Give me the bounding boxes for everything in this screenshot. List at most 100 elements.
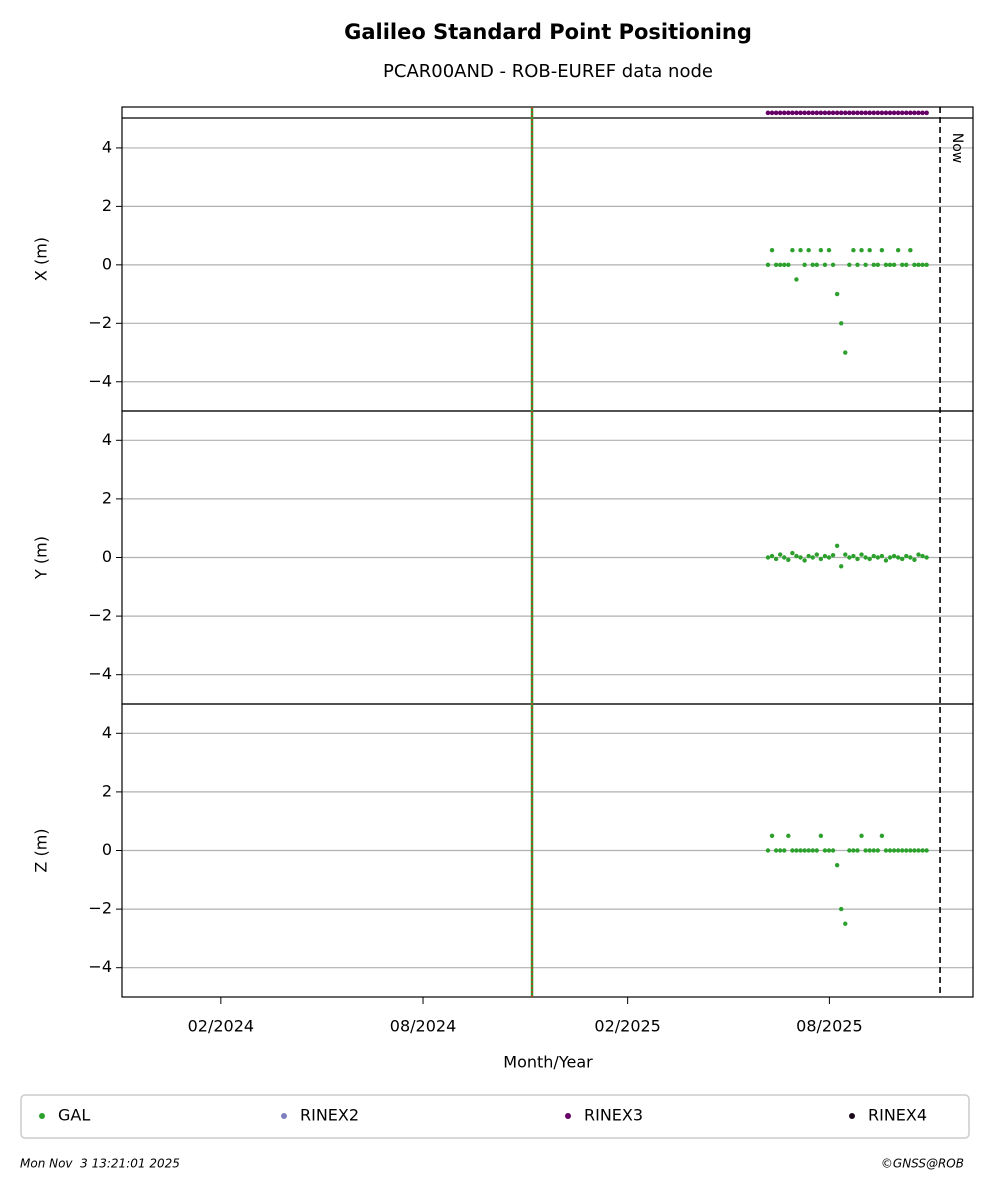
rinex3-point (867, 110, 872, 116)
gal-point (863, 848, 868, 853)
gal-point (786, 262, 791, 268)
gal-point (826, 248, 832, 253)
rinex3-point (765, 110, 771, 116)
gal-point (851, 248, 856, 253)
gal-point (871, 262, 876, 268)
y-tick-label: 4 (102, 430, 112, 449)
gal-point (871, 848, 876, 853)
gal-point (839, 321, 844, 326)
y-tick-label: 0 (102, 254, 112, 273)
gal-point (847, 555, 852, 560)
gal-point (891, 553, 897, 559)
gal-point (847, 262, 852, 268)
gal-point (786, 557, 791, 563)
rinex3-point (826, 110, 832, 116)
gal-point (912, 262, 917, 268)
gal-point (855, 848, 860, 853)
y-tick-label: −2 (88, 313, 112, 332)
gal-point (810, 555, 815, 560)
rinex3-point (895, 110, 901, 116)
gal-point (782, 848, 787, 853)
gal-point (814, 552, 819, 557)
legend-label: RINEX2 (300, 1106, 359, 1125)
gal-point (769, 553, 775, 559)
legend-box (20, 1094, 970, 1139)
gal-point (802, 848, 807, 853)
gal-point (895, 555, 901, 560)
gal-point (794, 848, 799, 853)
gal-point (843, 552, 848, 557)
y-tick-label: 4 (102, 137, 112, 156)
gal-point (777, 552, 783, 557)
gal-point (887, 262, 893, 268)
gal-point (924, 848, 929, 853)
rinex3-point (920, 110, 925, 116)
rinex3-point (790, 110, 795, 116)
rinex3-point (847, 110, 852, 116)
gal-point (830, 262, 836, 268)
rinex3-point (777, 110, 783, 116)
rinex3-point (879, 110, 885, 116)
gal-point (875, 262, 881, 268)
gal-point (798, 555, 803, 560)
rinex3-point (887, 110, 893, 116)
x-axis-label: Month/Year (503, 1053, 593, 1072)
gal-point (834, 862, 840, 868)
rinex3-point (814, 110, 820, 116)
x-tick-label: 02/2024 (188, 1017, 254, 1036)
gal-point (802, 558, 807, 563)
x-tick-label: 08/2025 (796, 1017, 862, 1036)
gal-point (834, 291, 840, 297)
gal-point (908, 248, 913, 253)
gal-point (826, 555, 832, 560)
legend-marker (565, 1113, 571, 1119)
rinex3-point (794, 110, 799, 116)
gal-point (822, 848, 828, 853)
gal-point (839, 564, 844, 569)
y-axis-label: X (m) (32, 237, 51, 281)
y-tick-label: −2 (88, 899, 112, 918)
gal-point (814, 848, 819, 853)
y-tick-label: −4 (88, 957, 112, 976)
chart-title: Galileo Standard Point Positioning (344, 20, 752, 44)
y-tick-label: 0 (102, 547, 112, 566)
y-tick-label: 2 (102, 488, 112, 507)
gal-point (843, 350, 848, 355)
gal-point (887, 848, 893, 853)
gal-point (916, 552, 921, 557)
gal-point (912, 848, 917, 853)
rinex3-point (806, 110, 811, 116)
gal-point (818, 833, 824, 839)
y-tick-label: 0 (102, 840, 112, 859)
gal-point (790, 550, 795, 556)
gal-point (777, 262, 783, 268)
gal-point (887, 555, 893, 560)
x-tick-label: 08/2024 (390, 1017, 456, 1036)
rinex3-point (842, 110, 848, 116)
gal-point (773, 262, 779, 268)
rinex3-point (834, 110, 840, 116)
gal-point (765, 555, 771, 560)
y-tick-label: 2 (102, 781, 112, 800)
gal-point (782, 262, 787, 268)
rinex3-point (903, 110, 909, 116)
rinex3-point (851, 110, 856, 116)
legend-marker (39, 1113, 45, 1119)
gal-point (802, 262, 807, 268)
rinex3-point (899, 110, 905, 116)
gal-point (924, 555, 929, 560)
gal-point (891, 848, 897, 853)
gal-point (794, 277, 799, 282)
rinex3-point (908, 110, 913, 116)
gal-point (879, 553, 885, 559)
rinex3-point (773, 110, 779, 116)
gal-point (891, 262, 897, 268)
rinex3-point (863, 110, 868, 116)
x-tick-label: 02/2025 (594, 1017, 660, 1036)
y-tick-label: −4 (88, 371, 112, 390)
gal-point (871, 553, 876, 559)
gal-point (875, 555, 881, 560)
gal-point (863, 555, 868, 560)
gal-point (908, 555, 913, 560)
gal-point (777, 848, 783, 853)
